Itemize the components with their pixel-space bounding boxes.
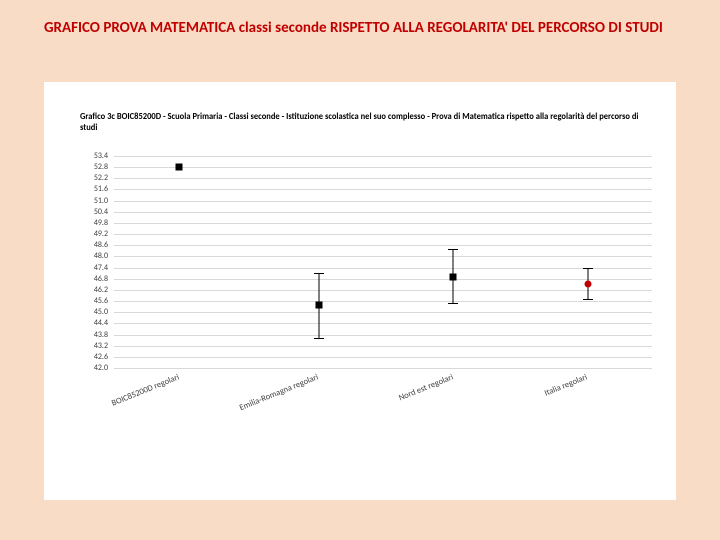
y-tick-label: 52.2 [94,173,114,183]
marker [450,273,457,280]
y-tick-label: 43.2 [94,341,114,351]
gridline [114,268,652,269]
marker [315,301,322,308]
y-tick-label: 46.2 [94,285,114,295]
gridline [114,357,652,358]
y-tick-label: 53.4 [94,151,114,161]
x-tick-label: Italia regolari [544,373,590,399]
gridline [114,279,652,280]
error-cap [448,249,458,250]
error-cap [314,338,324,339]
x-tick-label: BOIC85200D regolari [110,373,181,409]
x-tick-label: Nord est regolari [397,373,454,404]
y-tick-label: 51.6 [94,184,114,194]
y-tick-label: 43.8 [94,330,114,340]
error-cap [314,273,324,274]
marker [176,164,183,171]
y-tick-label: 48.6 [94,240,114,250]
gridline [114,223,652,224]
chart-panel: Grafico 3c BOIC85200D - Scuola Primaria … [44,82,676,500]
y-tick-label: 46.8 [94,274,114,284]
y-tick-label: 49.2 [94,229,114,239]
gridline [114,335,652,336]
gridline [114,323,652,324]
data-point [318,156,319,368]
slide: GRAFICO PROVA MATEMATICA classi seconde … [0,0,720,540]
gridline [114,201,652,202]
y-tick-label: 51.0 [94,196,114,206]
gridline [114,156,652,157]
y-tick-label: 42.0 [94,363,114,373]
y-tick-label: 50.4 [94,207,114,217]
chart-inner-title: Grafico 3c BOIC85200D - Scuola Primaria … [80,112,656,134]
y-tick-label: 45.6 [94,296,114,306]
plot-area: 42.042.643.243.844.445.045.646.246.847.4… [114,156,652,368]
slide-title: GRAFICO PROVA MATEMATICA classi seconde … [44,18,676,38]
gridline [114,167,652,168]
y-tick-label: 45.0 [94,307,114,317]
y-tick-label: 47.4 [94,263,114,273]
data-point [453,156,454,368]
gridline [114,290,652,291]
gridline [114,368,652,369]
y-tick-label: 49.8 [94,218,114,228]
data-point [587,156,588,368]
gridline [114,312,652,313]
y-tick-label: 52.8 [94,162,114,172]
y-tick-label: 48.0 [94,251,114,261]
y-tick-label: 44.4 [94,318,114,328]
gridline [114,212,652,213]
gridline [114,301,652,302]
marker [584,281,591,288]
error-cap [448,303,458,304]
gridline [114,346,652,347]
gridline [114,178,652,179]
gridline [114,189,652,190]
gridline [114,256,652,257]
gridline [114,234,652,235]
data-point [179,156,180,368]
y-tick-label: 42.6 [94,352,114,362]
error-cap [583,299,593,300]
error-cap [583,268,593,269]
x-tick-label: Emilia-Romagna regolari [239,373,321,414]
gridline [114,245,652,246]
